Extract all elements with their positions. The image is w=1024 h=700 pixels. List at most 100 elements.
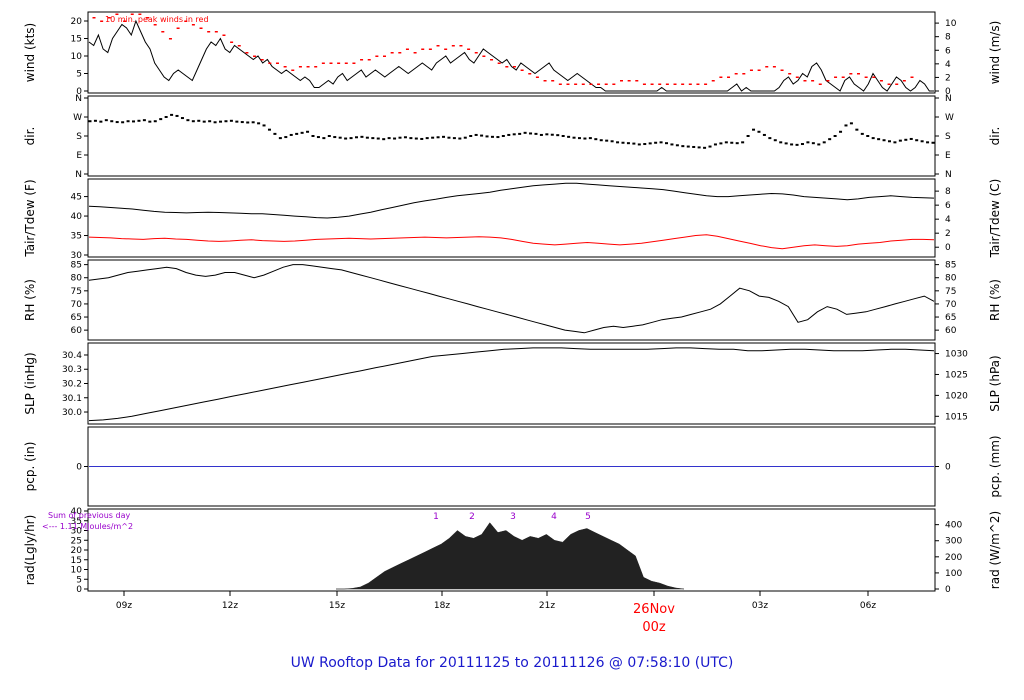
y-tick-label-right: 10 [945,19,957,29]
y-tick-label-left: 35 [71,517,82,527]
y-axis-label-right: SLP (hPa) [988,355,1002,411]
y-tick-label-right: E [945,151,951,161]
dir-point [360,135,364,138]
y-tick-label-left: 0 [76,87,82,97]
peak-wind-point [803,80,807,82]
dir-point [219,120,223,123]
dir-point [523,131,527,134]
dir-point [289,133,293,136]
y-tick-label-left: 30 [71,251,83,261]
y-tick-label-right: 80 [945,274,957,284]
peak-wind-point [887,83,891,85]
y-tick-label-right: 65 [945,313,956,323]
dir-point [561,135,565,137]
peak-wind-point [329,62,333,64]
peak-wind-point [520,69,524,71]
y-tick-label-right: N [945,94,952,104]
dir-point [474,133,478,136]
series-line-wind-0 [88,19,934,92]
dir-point [197,119,201,122]
dir-point [616,141,620,144]
dir-point [306,130,310,133]
dir-point [251,121,255,124]
peak-wind-point [375,55,379,57]
peak-wind-point [467,48,471,50]
peak-wind-point [107,17,111,19]
dir-point [202,120,206,123]
peak-wind-point [245,52,249,54]
peak-wind-point [306,66,310,68]
peak-wind-point [413,52,417,54]
y-tick-label-left: 10 [71,52,83,62]
peak-wind-point [543,80,547,82]
y-axis-label-right: dir. [988,127,1002,146]
dir-point [550,133,554,136]
dir-point [757,130,761,133]
dir-point [839,130,843,133]
y-tick-label-right: 75 [945,287,956,297]
x-tick-label: 09z [116,601,132,611]
dir-point [665,142,669,145]
dir-point [518,132,522,135]
peak-wind-point [704,83,708,85]
marker-label: 5 [585,512,591,522]
dir-point [637,143,641,146]
dir-point [866,135,870,137]
annotation-line2: <--- 1.11 MJoules/m^2 [42,522,133,531]
dir-point [724,141,728,144]
peak-wind-point [214,31,218,33]
peak-wind-point [222,34,226,36]
dir-point [278,137,282,140]
dir-point [349,137,353,140]
y-tick-label-right: 4 [945,60,951,70]
dir-point [746,135,750,137]
y-tick-label-left: 0 [76,463,82,473]
peak-wind-point [352,62,356,64]
peak-wind-point [237,45,241,47]
y-axis-label-right: Tair/Tdew (C) [988,179,1002,259]
panel-temp: Tair/Tdew (F) Tair/Tdew (C) 30 35 40 45 0 2 4 6 8 [23,178,1002,261]
dir-point [686,145,690,148]
dir-point [926,141,930,144]
y-axis-label-left: pcp. (in) [23,442,37,492]
dir-point [240,121,244,124]
dir-point [208,120,212,123]
y-tick-label-left: 30.2 [62,380,82,390]
panel-frame [87,95,936,177]
y-axis-label-right: pcp. (mm) [988,435,1002,497]
dir-point [463,136,467,139]
y-tick-label-left: S [76,132,82,142]
peak-wind-point [505,66,509,68]
dir-point [915,139,919,142]
dir-point [322,137,326,140]
peak-wind-point [199,27,203,29]
y-tick-label-left: 70 [71,300,83,310]
peak-wind-point [734,73,738,75]
dir-point [273,132,277,135]
radiation-area [336,522,685,590]
peak-wind-point [834,76,838,78]
dir-point [871,137,875,140]
y-tick-label-left: 20 [71,17,83,27]
dir-point [800,143,804,146]
dir-point [887,140,891,143]
peak-wind-point [574,83,578,85]
dir-point [909,137,913,140]
dir-point [414,137,418,140]
peak-wind-point [665,83,669,85]
y-axis-label-left: wind (kts) [23,23,37,82]
peak-wind-point [742,73,746,75]
peak-wind-point [589,83,593,85]
y-tick-label-left: 40 [71,507,83,517]
y-tick-label-right: 4 [945,215,951,225]
dir-point [741,141,745,144]
dir-point [790,143,794,146]
dir-point [654,141,658,144]
peak-wind-point [451,45,455,47]
dir-point [148,120,152,123]
peak-wind-point [597,83,601,85]
peak-wind-point [765,66,769,68]
dir-point [333,136,337,139]
y-tick-label-right: S [945,132,951,142]
